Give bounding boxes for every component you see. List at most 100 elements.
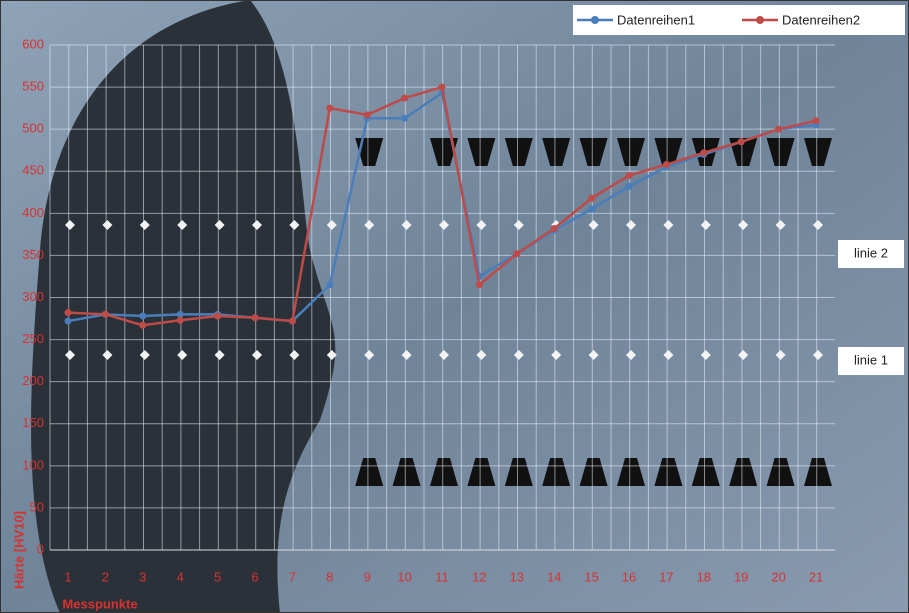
indent-mark — [401, 220, 412, 230]
point — [700, 149, 708, 157]
indent-mark — [700, 350, 711, 360]
y-tick-label: 600 — [22, 36, 44, 51]
x-tick-label: 10 — [397, 569, 411, 584]
point — [139, 312, 147, 320]
imprint — [430, 138, 458, 166]
point — [251, 314, 259, 322]
indent-mark — [738, 220, 749, 230]
x-tick-label: 15 — [584, 569, 598, 584]
point — [475, 281, 483, 289]
indent-mark — [214, 350, 225, 360]
point — [64, 317, 72, 325]
x-tick-label: 16 — [622, 569, 636, 584]
point — [812, 117, 820, 125]
imprint — [542, 458, 571, 486]
annotation: linie 1 — [854, 352, 888, 367]
point — [775, 125, 783, 133]
y-axis-label: Härte [HV10] — [11, 511, 26, 589]
indent-mark — [775, 220, 786, 230]
indent-mark — [813, 350, 823, 360]
imprint — [504, 138, 533, 166]
imprint — [542, 138, 571, 166]
indent-mark — [139, 350, 150, 360]
x-tick-label: 1 — [64, 569, 71, 584]
imprint — [766, 138, 795, 166]
point — [438, 83, 446, 91]
x-tick-label: 18 — [697, 569, 711, 584]
imprint — [504, 458, 533, 486]
legend — [573, 5, 905, 35]
indent-mark — [289, 350, 300, 360]
indent-mark — [775, 350, 786, 360]
point — [625, 171, 633, 179]
indent-mark — [738, 350, 749, 360]
point — [176, 316, 184, 324]
point — [588, 205, 596, 213]
imprint — [355, 458, 384, 486]
imprint — [729, 138, 758, 166]
indent-mark — [513, 220, 524, 230]
indent-mark — [326, 220, 337, 230]
point — [288, 317, 296, 325]
x-axis-label: Messpunkte — [62, 596, 137, 611]
x-tick-label: 8 — [326, 569, 333, 584]
indent-mark — [476, 220, 487, 230]
imprint — [579, 458, 608, 486]
x-tick-label: 19 — [734, 569, 748, 584]
y-tick-label: 150 — [22, 415, 44, 430]
indent-mark — [588, 220, 599, 230]
indent-mark — [139, 220, 150, 230]
indent-mark — [439, 220, 449, 230]
imprint — [430, 458, 458, 486]
y-tick-label: 0 — [37, 541, 44, 556]
point — [64, 309, 72, 317]
x-tick-label: 9 — [364, 569, 371, 584]
y-tick-label: 100 — [22, 457, 44, 472]
imprint — [617, 458, 645, 486]
point — [401, 114, 409, 122]
indent-mark — [663, 350, 674, 360]
indent-mark — [813, 220, 823, 230]
point — [588, 194, 596, 202]
x-tick-label: 20 — [771, 569, 785, 584]
legend-label: Datenreihen2 — [782, 12, 860, 27]
indent-mark — [364, 350, 375, 360]
imprint — [691, 458, 720, 486]
point — [625, 182, 633, 190]
indent-mark — [700, 220, 711, 230]
indent-mark — [588, 350, 599, 360]
point — [363, 111, 371, 119]
indent-mark — [401, 350, 412, 360]
x-tick-label: 21 — [809, 569, 823, 584]
y-tick-label: 550 — [22, 79, 44, 94]
annotation-box — [838, 240, 904, 268]
y-tick-label: 400 — [22, 205, 44, 220]
imprint — [729, 458, 758, 486]
annotation: linie 2 — [854, 245, 888, 260]
indent-mark — [177, 220, 188, 230]
point — [401, 94, 409, 102]
imprint — [467, 458, 496, 486]
point — [662, 161, 670, 169]
indent-mark — [439, 350, 449, 360]
indent-mark — [65, 350, 75, 360]
imprint — [804, 458, 832, 486]
y-tick-label: 350 — [22, 247, 44, 262]
indent-mark — [252, 350, 262, 360]
point — [101, 310, 109, 318]
point — [550, 224, 558, 232]
x-tick-label: 3 — [139, 569, 146, 584]
x-tick-label: 14 — [547, 569, 561, 584]
imprint — [392, 458, 421, 486]
imprint — [654, 458, 683, 486]
indent-mark — [326, 350, 337, 360]
imprint — [467, 138, 496, 166]
y-tick-label: 450 — [22, 163, 44, 178]
x-tick-label: 11 — [435, 569, 449, 584]
y-tick-label: 300 — [22, 289, 44, 304]
legend-marker — [591, 16, 599, 24]
indent-mark — [513, 350, 524, 360]
imprint — [766, 458, 795, 486]
